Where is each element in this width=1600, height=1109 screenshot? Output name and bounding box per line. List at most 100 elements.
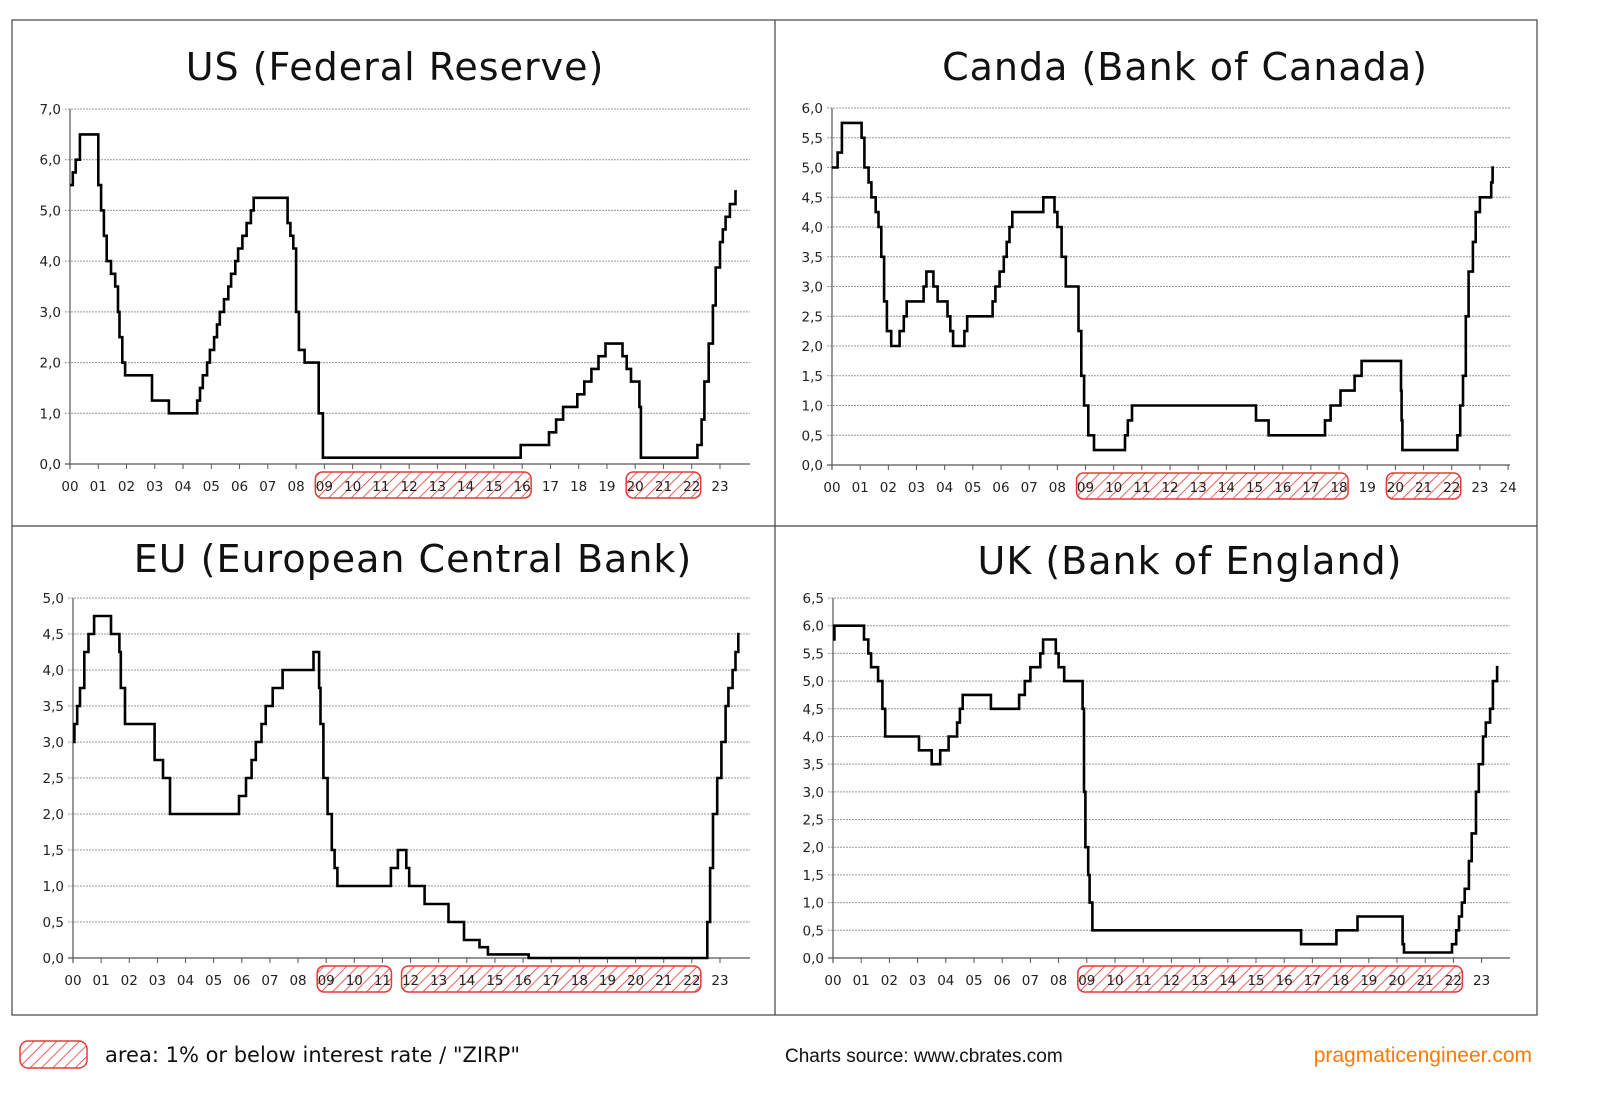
y-tick-label: 2,0 [802, 339, 823, 355]
x-tick-label: 05 [205, 973, 222, 989]
x-tick-label: 06 [994, 973, 1011, 989]
x-tick-label: 04 [177, 973, 194, 989]
interest-rate-line [70, 133, 737, 459]
y-tick-label: 5,0 [802, 161, 823, 177]
x-tick-label: 03 [146, 479, 163, 495]
x-tick-label: 10 [344, 479, 361, 495]
y-tick-label: 1,0 [803, 896, 824, 912]
x-tick-label: 20 [1387, 480, 1404, 496]
x-tick-label: 12 [402, 973, 419, 989]
chart-1: 0,0 0,5 1,0 1,5 2,0 2,5 3,0 3,5 4,0 4,5 5,0 5,5 6,0 0… [802, 101, 1517, 500]
x-tick-label: 03 [149, 973, 166, 989]
x-tick-label: 18 [571, 973, 588, 989]
brand-link[interactable]: pragmaticengineer.com [1314, 1044, 1532, 1067]
y-tick-label: 0,0 [803, 951, 824, 967]
zirp-highlight-box [1077, 965, 1464, 993]
x-tick-label: 21 [655, 973, 672, 989]
panel-frames [11, 19, 1538, 1016]
y-tick-label: 1,5 [43, 843, 64, 859]
x-tick-label: 08 [287, 479, 304, 495]
y-tick-label: 4,5 [802, 190, 823, 206]
y-tick-label: 5,0 [803, 674, 824, 690]
x-tick-label: 14 [457, 479, 474, 495]
x-tick-label: 14 [1218, 480, 1235, 496]
x-tick-label: 08 [1049, 480, 1066, 496]
x-tick-label: 23 [711, 479, 728, 495]
y-tick-label: 0,5 [802, 428, 823, 444]
x-tick-label: 20 [1388, 973, 1405, 989]
y-tick-label: 2,5 [43, 771, 64, 787]
legend-swatch [19, 1040, 88, 1069]
x-tick-label: 16 [1274, 480, 1291, 496]
x-tick-label: 20 [627, 479, 644, 495]
chart-2: 0,0 0,5 1,0 1,5 2,0 2,5 3,0 3,5 4,0 4,5 5,0 00 01 02 0… [43, 591, 750, 993]
x-tick-label: 00 [64, 973, 81, 989]
x-tick-label: 13 [430, 973, 447, 989]
x-tick-label: 11 [374, 973, 391, 989]
x-tick-label: 06 [233, 973, 250, 989]
y-tick-label: 0,0 [40, 457, 61, 473]
y-tick-label: 5,0 [40, 203, 61, 219]
x-tick-label: 10 [346, 973, 363, 989]
x-tick-label: 07 [1021, 480, 1038, 496]
x-tick-label: 21 [1415, 480, 1432, 496]
x-tick-label: 09 [1078, 973, 1095, 989]
x-tick-label: 02 [881, 973, 898, 989]
x-tick-label: 16 [514, 479, 531, 495]
y-tick-label: 3,0 [802, 280, 823, 296]
zirp-highlight-box [1075, 472, 1349, 500]
interest-rate-line [73, 614, 740, 960]
y-tick-label: 0,0 [43, 951, 64, 967]
x-tick-label: 09 [318, 973, 335, 989]
zirp-highlight-box [316, 965, 393, 993]
x-tick-label: 24 [1499, 480, 1516, 496]
chart-title-us: US (Federal Reserve) [186, 45, 605, 89]
x-tick-label: 03 [908, 480, 925, 496]
x-tick-label: 09 [316, 479, 333, 495]
y-tick-label: 0,5 [43, 915, 64, 931]
x-tick-label: 18 [1330, 480, 1347, 496]
y-tick-label: 3,5 [803, 757, 824, 773]
x-tick-label: 19 [598, 479, 615, 495]
y-tick-label: 5,0 [43, 591, 64, 607]
legend-label: area: 1% or below interest rate / "ZIRP" [105, 1043, 520, 1067]
x-tick-label: 19 [1360, 973, 1377, 989]
x-tick-label: 06 [992, 480, 1009, 496]
charts-source: Charts source: www.cbrates.com [785, 1046, 1063, 1067]
x-tick-label: 10 [1106, 973, 1123, 989]
x-tick-label: 17 [1304, 973, 1321, 989]
y-tick-label: 6,0 [802, 101, 823, 117]
x-tick-label: 15 [1247, 973, 1264, 989]
x-tick-label: 06 [231, 479, 248, 495]
x-tick-label: 01 [93, 973, 110, 989]
y-tick-label: 4,5 [43, 627, 64, 643]
x-tick-label: 08 [1050, 973, 1067, 989]
x-tick-label: 00 [824, 973, 841, 989]
zirp-highlight-box [400, 965, 702, 993]
interest-rate-line [832, 121, 1494, 452]
y-tick-label: 4,0 [803, 729, 824, 745]
chart-3: 0,0 0,5 1,0 1,5 2,0 2,5 3,0 3,5 4,0 4,5 5,0 5,5 6,0 6… [803, 591, 1510, 993]
x-tick-label: 11 [1135, 973, 1152, 989]
x-tick-label: 05 [965, 973, 982, 989]
x-tick-label: 07 [1022, 973, 1039, 989]
chart-title-eu: EU (European Central Bank) [134, 537, 693, 581]
x-tick-label: 02 [121, 973, 138, 989]
x-tick-label: 21 [1417, 973, 1434, 989]
y-tick-label: 3,0 [803, 785, 824, 801]
x-tick-label: 07 [259, 479, 276, 495]
x-tick-label: 13 [429, 479, 446, 495]
x-tick-label: 11 [372, 479, 389, 495]
x-tick-label: 08 [289, 973, 306, 989]
y-tick-label: 3,0 [40, 305, 61, 321]
y-tick-label: 3,5 [802, 250, 823, 266]
y-tick-label: 1,5 [803, 868, 824, 884]
x-tick-label: 01 [853, 973, 870, 989]
x-tick-label: 10 [1105, 480, 1122, 496]
x-tick-label: 18 [570, 479, 587, 495]
x-tick-label: 01 [852, 480, 869, 496]
y-tick-label: 1,0 [43, 879, 64, 895]
x-tick-label: 20 [627, 973, 644, 989]
y-tick-label: 1,5 [802, 369, 823, 385]
